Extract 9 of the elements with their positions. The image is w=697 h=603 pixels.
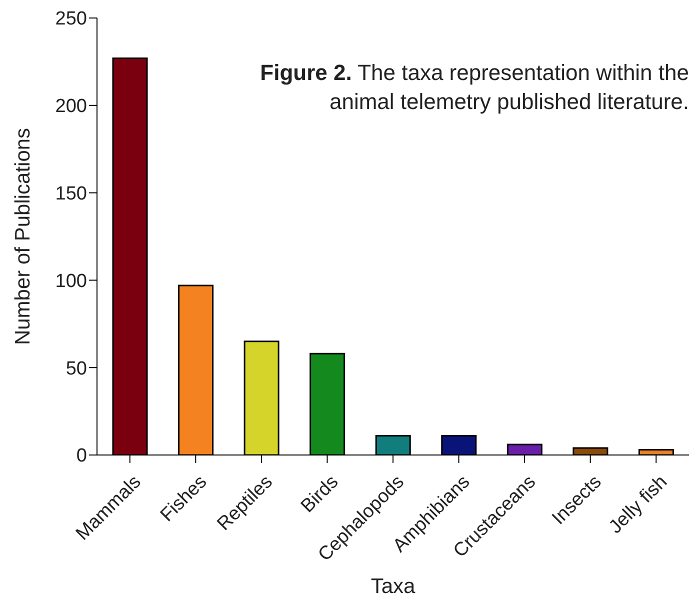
y-tick-label: 50 — [66, 358, 87, 380]
text: Figure 2. The taxa representation within the animal telemetry published literature. — [260, 60, 689, 114]
x-axis-title: Taxa — [370, 575, 416, 598]
y-tick-label: 100 — [55, 270, 87, 292]
y-tick-label: 150 — [55, 184, 87, 205]
y-tick-label: 0 — [76, 446, 87, 467]
y-tick-label: 250 — [55, 8, 87, 30]
y-tick-label: 200 — [55, 96, 87, 118]
y-axis-title: Number of Publications — [11, 128, 34, 346]
